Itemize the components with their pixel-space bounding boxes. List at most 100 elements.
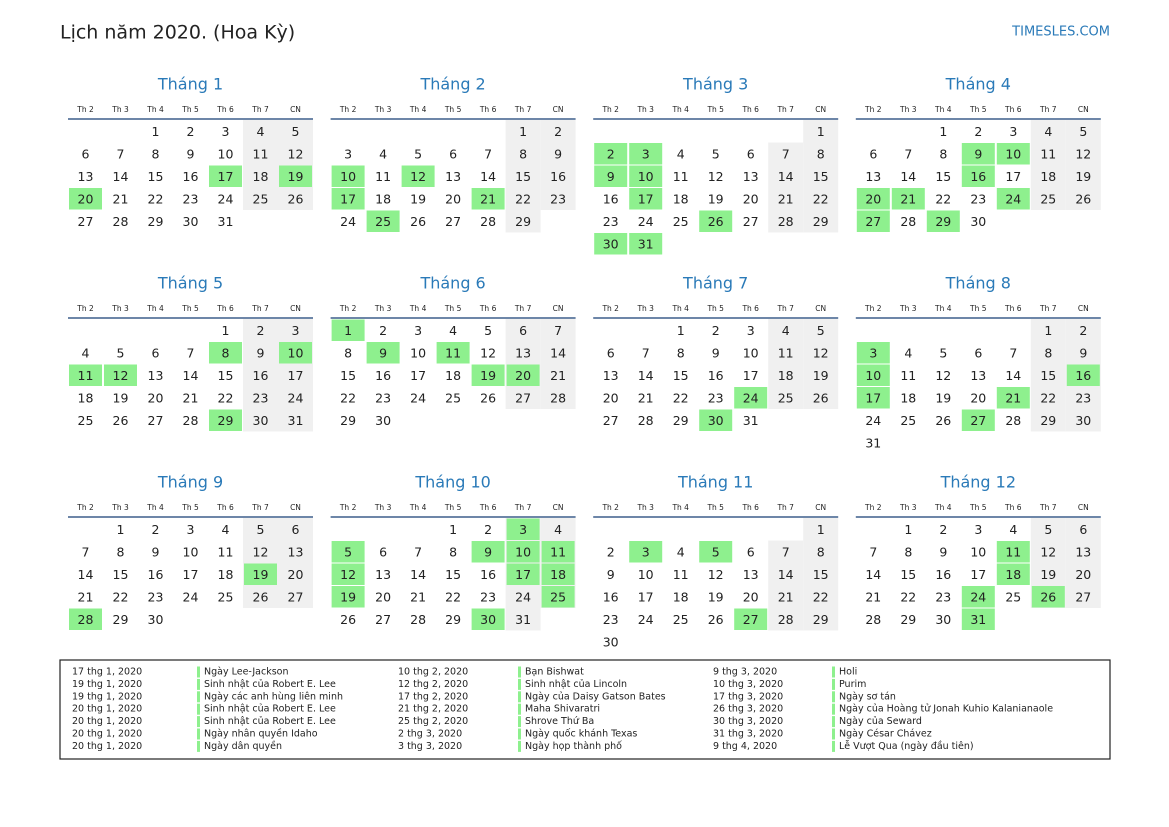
day-number: 19 <box>1075 169 1091 184</box>
holiday-date: 17 thg 2, 2020 <box>398 691 468 702</box>
weekday-label: Th 3 <box>374 304 392 313</box>
day-number: 11 <box>445 345 461 360</box>
day-number: 5 <box>484 323 492 338</box>
holiday-name: Sinh nhật của Robert E. Lee <box>204 704 336 715</box>
day-number: 14 <box>638 368 654 383</box>
holiday-highlight <box>541 563 575 585</box>
day-number: 12 <box>340 567 356 582</box>
day-number: 19 <box>813 368 829 383</box>
weekend-cell <box>1030 142 1066 165</box>
day-number: 5 <box>1044 522 1052 537</box>
month-title: Tháng 2 <box>419 75 485 94</box>
weekday-label: Th 3 <box>636 503 654 512</box>
weekend-cell <box>768 364 804 387</box>
day-number: 13 <box>1075 544 1091 559</box>
holiday-highlight <box>471 608 505 630</box>
day-number: 2 <box>939 522 947 537</box>
day-number: 2 <box>554 124 562 139</box>
day-number: 11 <box>673 169 689 184</box>
day-number: 3 <box>344 146 352 161</box>
weekend-cell <box>768 142 804 165</box>
day-number: 30 <box>480 612 496 627</box>
holiday-name: Bạn Bishwat <box>525 667 584 678</box>
weekday-label: Th 4 <box>934 105 952 114</box>
holiday-swatch <box>832 740 835 752</box>
holiday-swatch <box>832 728 835 740</box>
day-number: 25 <box>1040 191 1056 206</box>
day-number: 9 <box>484 544 492 559</box>
day-number: 21 <box>480 191 496 206</box>
day-number: 3 <box>1009 124 1017 139</box>
holiday-highlight <box>506 364 540 386</box>
holiday-highlight <box>69 188 102 210</box>
day-number: 3 <box>292 323 300 338</box>
day-number: 11 <box>375 169 391 184</box>
day-number: 20 <box>288 567 304 582</box>
day-number: 7 <box>484 146 492 161</box>
day-number: 1 <box>222 323 230 338</box>
day-number: 31 <box>865 435 881 450</box>
day-number: 19 <box>253 567 269 582</box>
holiday-swatch <box>197 740 200 752</box>
holiday-highlight <box>856 210 890 232</box>
day-number: 29 <box>673 413 689 428</box>
weekday-label: Th 5 <box>444 105 462 114</box>
day-number: 15 <box>445 567 461 582</box>
day-number: 7 <box>782 544 790 559</box>
site-link[interactable]: TIMESLES.COM <box>1011 25 1110 40</box>
day-number: 28 <box>410 612 426 627</box>
weekend-cell <box>278 364 313 387</box>
day-number: 11 <box>778 345 794 360</box>
day-number: 7 <box>782 146 790 161</box>
weekend-cell <box>1065 409 1101 432</box>
day-number: 29 <box>445 612 461 627</box>
day-number: 23 <box>935 589 951 604</box>
day-number: 11 <box>550 544 566 559</box>
day-number: 14 <box>78 567 94 582</box>
day-number: 28 <box>900 214 916 229</box>
holiday-name: Ngày các anh hùng liên minh <box>204 691 343 702</box>
weekend-cell <box>803 518 839 541</box>
weekend-cell <box>803 563 839 586</box>
day-number: 7 <box>642 345 650 360</box>
day-number: 3 <box>869 345 877 360</box>
weekday-label: Th 6 <box>1004 503 1022 512</box>
day-number: 1 <box>817 124 825 139</box>
day-number: 17 <box>410 368 426 383</box>
weekday-label: CN <box>815 304 826 313</box>
day-number: 24 <box>288 390 304 405</box>
day-number: 10 <box>218 146 234 161</box>
day-number: 23 <box>480 589 496 604</box>
holiday-date: 17 thg 1, 2020 <box>72 667 142 678</box>
day-number: 20 <box>743 191 759 206</box>
day-number: 9 <box>379 345 387 360</box>
day-number: 6 <box>152 345 160 360</box>
day-number: 9 <box>607 567 615 582</box>
day-number: 2 <box>379 323 387 338</box>
holiday-highlight <box>506 518 540 540</box>
day-number: 17 <box>340 191 356 206</box>
day-number: 7 <box>414 544 422 559</box>
day-number: 22 <box>515 191 531 206</box>
holiday-highlight <box>244 563 277 585</box>
day-number: 15 <box>1040 368 1056 383</box>
weekday-label: CN <box>1078 503 1089 512</box>
holiday-highlight <box>331 188 365 210</box>
weekday-label: Th 3 <box>111 304 129 313</box>
legend-box <box>59 659 1111 760</box>
day-number: 4 <box>82 345 90 360</box>
weekday-label: Th 2 <box>339 503 357 512</box>
day-number: 15 <box>813 567 829 582</box>
day-number: 16 <box>935 567 951 582</box>
day-number: 28 <box>550 390 566 405</box>
holiday-date: 20 thg 1, 2020 <box>72 729 142 740</box>
holiday-highlight <box>506 541 540 563</box>
holiday-highlight <box>69 608 102 630</box>
holiday-date: 2 thg 3, 2020 <box>398 729 462 740</box>
holiday-highlight <box>961 143 995 165</box>
day-number: 12 <box>1040 544 1056 559</box>
weekend-cell <box>243 518 278 541</box>
weekday-label: Th 5 <box>181 503 199 512</box>
month-title: Tháng 8 <box>945 274 1011 293</box>
